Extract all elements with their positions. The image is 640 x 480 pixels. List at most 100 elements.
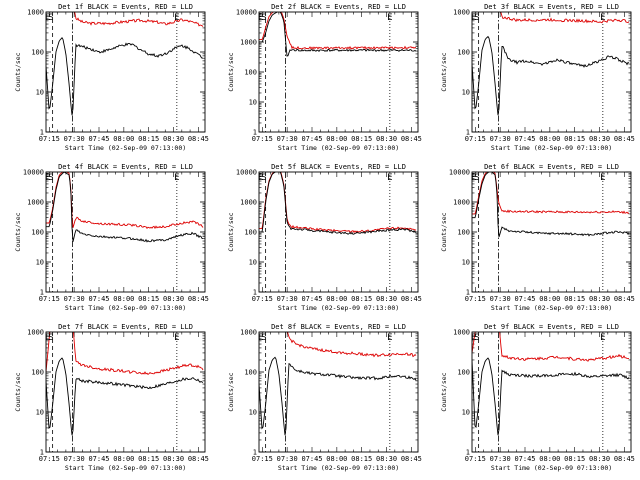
chart-title: Det 2f BLACK = Events, RED = LLD (271, 3, 406, 11)
x-tick-label: 07:15 (465, 455, 486, 463)
marker-label: E (258, 173, 263, 183)
series-events-line (472, 35, 630, 116)
y-tick-label: 100 (457, 49, 470, 57)
plot-frame (45, 11, 206, 133)
marker-label: S (261, 13, 266, 23)
x-tick-label: 08:30 (376, 295, 397, 303)
plot-frame (45, 331, 206, 453)
x-tick-label: 07:45 (88, 455, 109, 463)
panel-det-9: Det 9f BLACK = Events, RED = LLD 1 10 100 10… (440, 323, 635, 472)
series-group (46, 12, 204, 116)
y-tick-label: 10 (249, 99, 257, 107)
plot-frame (471, 331, 632, 453)
marker-label: E (45, 13, 50, 23)
y-tick-label: 100 (31, 49, 44, 57)
series-events-line (259, 172, 417, 235)
series-group (259, 12, 417, 57)
marker-label: E (45, 173, 50, 183)
x-axis-label: Start Time (02-Sep-09 07:13:00) (491, 464, 612, 472)
x-tick-label: 08:30 (163, 295, 184, 303)
y-tick-label: 10000 (236, 169, 257, 177)
x-tick-label: 08:15 (564, 135, 585, 143)
panel-det-4: Det 4f BLACK = Events, RED = LLD 1 10 100 10… (14, 163, 209, 312)
plot-frame (258, 331, 419, 453)
y-tick-label: 10 (36, 259, 44, 267)
x-axis-label: Start Time (02-Sep-09 07:13:00) (491, 304, 612, 312)
x-tick-label: 08:15 (138, 455, 159, 463)
y-tick-label: 1000 (240, 39, 257, 47)
x-tick-label: 08:00 (539, 135, 560, 143)
series-group (259, 172, 417, 235)
x-tick-label: 08:30 (163, 455, 184, 463)
marker-label: E (600, 333, 605, 343)
panel-det-2: Det 2f BLACK = Events, RED = LLD 1 10 100 10… (227, 3, 422, 152)
x-tick-label: 07:45 (301, 135, 322, 143)
y-axis-label: Counts/sec (440, 212, 448, 251)
x-tick-label: 08:15 (138, 135, 159, 143)
y-tick-label: 1 (466, 289, 470, 297)
chart-title: Det 8f BLACK = Events, RED = LLD (271, 323, 406, 331)
y-tick-label: 100 (244, 369, 257, 377)
marker-label: S (48, 173, 53, 183)
y-tick-label: 1000 (453, 329, 470, 337)
y-tick-label: 1 (253, 289, 257, 297)
y-tick-label: 10 (249, 409, 257, 417)
x-tick-label: 07:15 (465, 295, 486, 303)
marker-label: E (471, 13, 476, 23)
y-tick-label: 10000 (23, 169, 44, 177)
y-tick-label: 1 (40, 289, 44, 297)
x-tick-label: 08:45 (188, 135, 209, 143)
y-tick-label: 1 (253, 129, 257, 137)
chart-title: Det 6f BLACK = Events, RED = LLD (484, 163, 619, 171)
x-tick-label: 08:00 (326, 455, 347, 463)
x-tick-label: 08:30 (589, 295, 610, 303)
x-tick-label: 08:15 (138, 295, 159, 303)
x-axis-label: Start Time (02-Sep-09 07:13:00) (65, 304, 186, 312)
x-axis-label: Start Time (02-Sep-09 07:13:00) (65, 144, 186, 152)
x-tick-label: 07:30 (64, 455, 85, 463)
plot-frame (471, 171, 632, 293)
x-tick-label: 08:00 (113, 135, 134, 143)
plot-frame (258, 11, 419, 133)
marker-label: E (471, 333, 476, 343)
panel-det-8: Det 8f BLACK = Events, RED = LLD 1 10 100 10… (227, 323, 422, 472)
x-axis-label: Start Time (02-Sep-09 07:13:00) (278, 304, 399, 312)
x-tick-label: 08:45 (401, 135, 422, 143)
series-lld-line (287, 332, 417, 358)
series-events-line (259, 356, 417, 436)
series-group (46, 172, 204, 243)
x-tick-label: 07:15 (252, 295, 273, 303)
y-tick-label: 10 (36, 89, 44, 97)
y-tick-label: 10000 (236, 9, 257, 17)
series-lld-line (46, 332, 204, 376)
series-events-line (259, 12, 417, 57)
x-tick-label: 07:30 (277, 135, 298, 143)
marker-label: S (48, 333, 53, 343)
x-tick-label: 07:30 (490, 455, 511, 463)
x-tick-label: 08:15 (351, 295, 372, 303)
marker-label: E (387, 13, 392, 23)
marker-label: E (387, 333, 392, 343)
x-tick-label: 08:30 (589, 455, 610, 463)
x-tick-label: 07:45 (88, 135, 109, 143)
marker-label: E (258, 13, 263, 23)
series-group (472, 12, 630, 116)
y-tick-label: 100 (244, 69, 257, 77)
x-tick-label: 08:00 (539, 295, 560, 303)
x-tick-label: 08:30 (376, 455, 397, 463)
x-tick-label: 07:30 (277, 295, 298, 303)
marker-label: S (261, 333, 266, 343)
x-tick-label: 07:15 (252, 135, 273, 143)
x-tick-label: 07:30 (277, 455, 298, 463)
y-axis-label: Counts/sec (440, 52, 448, 91)
marker-label: S (474, 13, 479, 23)
y-tick-label: 100 (31, 229, 44, 237)
y-tick-label: 1000 (27, 199, 44, 207)
marker-label: E (471, 173, 476, 183)
x-tick-label: 07:45 (301, 295, 322, 303)
y-tick-label: 1 (466, 449, 470, 457)
series-lld-line (74, 12, 204, 27)
x-tick-label: 07:30 (490, 135, 511, 143)
x-tick-label: 08:15 (351, 135, 372, 143)
